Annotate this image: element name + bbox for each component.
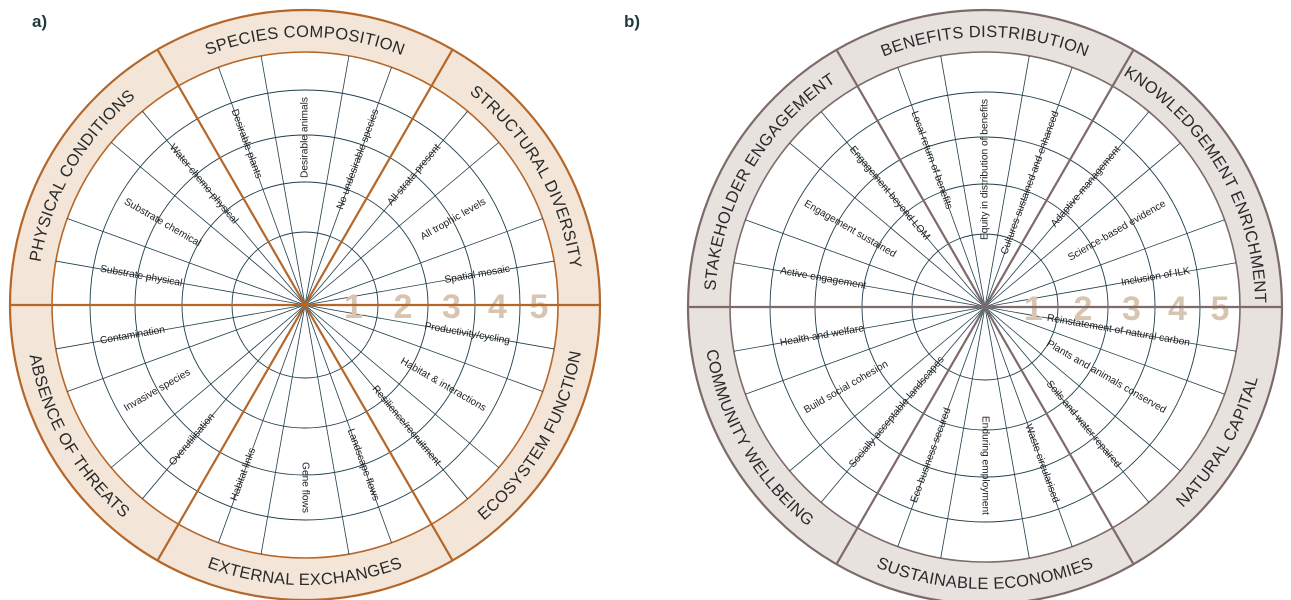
item-label-enduring-employment: Enduring employment xyxy=(979,416,990,515)
item-divider xyxy=(304,67,392,306)
item-spoke xyxy=(67,304,306,392)
item-spoke xyxy=(304,304,500,468)
item-spoke xyxy=(304,218,543,306)
item-spoke xyxy=(110,304,306,468)
item-label-equity-in-distribution-of-benefits: Equity in distribution of benefits xyxy=(980,99,991,240)
item-spoke xyxy=(984,306,1181,472)
item-label-gene-flows: Gene flows xyxy=(299,462,310,513)
item-divider xyxy=(820,306,986,503)
scale-number-4: 4 xyxy=(488,288,507,326)
scale-number-5: 5 xyxy=(530,288,549,326)
item-divider xyxy=(304,304,392,543)
panel-label-a: a) xyxy=(32,12,48,31)
scale-number-1: 1 xyxy=(344,288,363,326)
item-spoke xyxy=(984,219,1225,308)
scale-number-4: 4 xyxy=(1168,290,1187,328)
scale-number-5: 5 xyxy=(1211,290,1230,328)
panel-label-b: b) xyxy=(624,12,641,31)
item-spoke xyxy=(984,306,1225,395)
item-spoke xyxy=(745,219,986,308)
item-divider xyxy=(304,110,468,306)
sector-boundary xyxy=(984,306,1135,565)
item-divider xyxy=(218,67,306,306)
item-divider xyxy=(897,306,986,547)
sector-boundary xyxy=(984,49,1135,308)
item-divider xyxy=(984,306,1150,503)
item-divider xyxy=(218,304,306,543)
item-divider xyxy=(984,306,1073,547)
item-spoke xyxy=(304,142,500,306)
sector-boundary xyxy=(304,48,454,306)
item-divider xyxy=(304,304,468,500)
scale-number-2: 2 xyxy=(394,288,413,326)
item-spoke xyxy=(67,218,306,306)
sector-boundary xyxy=(156,48,306,306)
item-divider xyxy=(820,111,986,308)
item-divider xyxy=(142,304,306,500)
item-divider xyxy=(984,111,1150,308)
item-spoke xyxy=(260,55,306,306)
item-divider xyxy=(304,260,555,306)
item-divider xyxy=(304,304,555,350)
item-spoke xyxy=(110,142,306,306)
item-spoke xyxy=(304,55,350,306)
item-spoke xyxy=(940,55,986,308)
scale-number-3: 3 xyxy=(1122,290,1141,328)
scale-number-1: 1 xyxy=(1024,290,1043,328)
scale-number-2: 2 xyxy=(1074,290,1093,328)
item-divider xyxy=(733,306,986,352)
sector-boundary xyxy=(835,49,986,308)
item-divider xyxy=(55,260,306,306)
item-spoke xyxy=(984,55,1030,308)
item-spoke xyxy=(789,306,986,472)
item-spoke xyxy=(745,306,986,395)
item-spoke xyxy=(304,304,350,555)
item-divider xyxy=(984,262,1237,308)
sector-boundary xyxy=(835,306,986,565)
item-spoke xyxy=(789,142,986,308)
item-spoke xyxy=(984,306,1030,559)
item-label-desirable-animals: Desirable animals xyxy=(300,97,311,178)
item-divider xyxy=(55,304,306,350)
scale-number-3: 3 xyxy=(442,288,461,326)
item-spoke xyxy=(304,304,543,392)
item-spoke xyxy=(260,304,306,555)
item-spoke xyxy=(940,306,986,559)
item-divider xyxy=(733,262,986,308)
item-divider xyxy=(984,306,1237,352)
item-divider xyxy=(142,110,306,306)
sector-boundary xyxy=(304,304,454,562)
item-spoke xyxy=(984,142,1181,308)
sector-boundary xyxy=(156,304,306,562)
item-divider xyxy=(897,67,986,308)
item-divider xyxy=(984,67,1073,308)
